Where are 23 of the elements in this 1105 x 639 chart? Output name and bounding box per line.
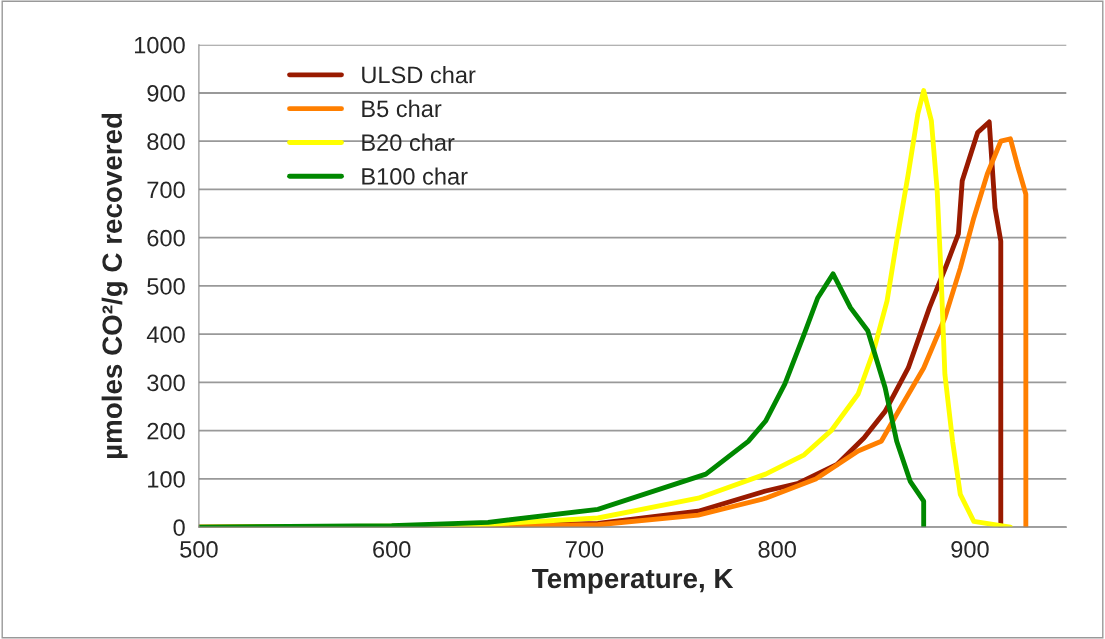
y-tick-label: 200 (147, 422, 185, 440)
y-tick-label: 500 (147, 278, 185, 295)
x-tick-label: 500 (180, 540, 218, 558)
y-tick-label: 600 (147, 229, 185, 247)
line-series (198, 271, 927, 528)
legend-label: B100 char (362, 167, 468, 185)
x-tick-label: 700 (565, 540, 604, 558)
y-tick-label: 0 (173, 519, 185, 536)
y-tick-label: 900 (147, 85, 185, 102)
y-tick-label: 1000 (134, 36, 185, 54)
y-axis-title: µmoles CO²/g C recovered (101, 113, 128, 459)
x-axis-title: Temperature, K (532, 568, 734, 594)
y-tick-label: 700 (147, 181, 185, 199)
x-tick-label: 900 (951, 540, 989, 558)
x-tick-label: 600 (373, 540, 411, 558)
y-tick-label: 400 (146, 326, 185, 343)
y-tick-label: 300 (147, 374, 185, 392)
legend-label: B20 char (362, 133, 455, 151)
y-tick-label: 100 (148, 471, 185, 488)
x-tick-label: 800 (758, 540, 796, 558)
y-tick-label: 800 (147, 133, 185, 151)
legend-label: ULSD char (362, 65, 476, 84)
legend-label: B5 char (362, 99, 442, 118)
